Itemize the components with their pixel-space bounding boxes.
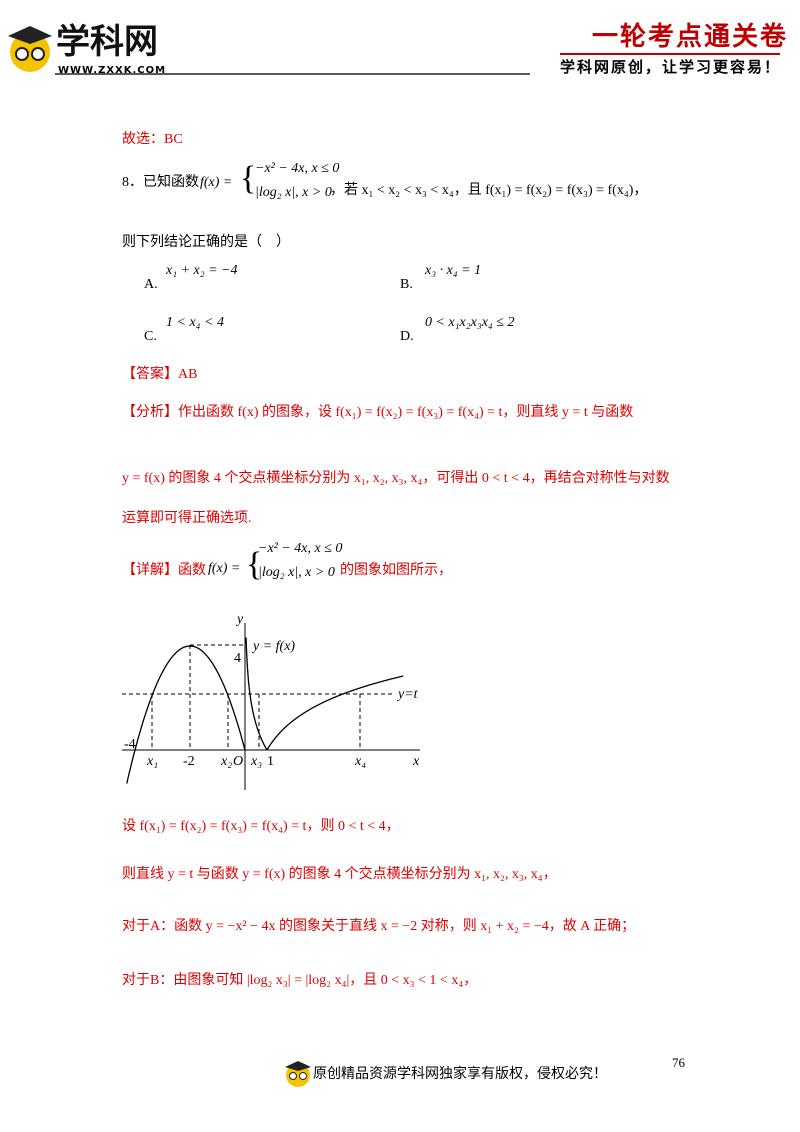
option-text: 1 < x₄ < 4 [166,315,224,330]
analysis-tag: 【分析】 [122,405,178,420]
option-text: 0 < x₁x₂x₃x₄ ≤ 2 [425,315,515,330]
page-number: 76 [672,1055,685,1070]
option-letter: A. [144,277,158,292]
detail-tag: 【详解】 [122,563,178,578]
detail-line: 对于B：由图象可知 |log₂ x₃| = |log₂ x₄|，且 0 < x₃… [122,973,478,988]
axis-label: y [235,612,244,627]
curve [126,637,404,784]
piece: |log₂ x|, x > 0 [255,185,332,200]
detail-line: 则直线 y = t 与函数 y = f(x) 的图象 4 个交点横坐标分别为 x… [122,867,557,882]
tick-label: -4 [124,737,136,752]
tick-label: x₄ [354,754,366,769]
footer-text: 原创精品资源学科网独家享有版权，侵权必究！ [313,1067,607,1082]
tick-label: 1 [267,754,274,769]
func: f(x) = [208,561,241,576]
detail-line: 设 f(x₁) = f(x₂) = f(x₃) = f(x₄) = t，则 0 … [122,819,400,834]
piece: |log₂ x|, x > 0 [258,565,335,580]
option-letter: B. [400,277,413,292]
option-text: x₃ · x₄ = 1 [425,263,482,278]
brace: { [240,160,257,197]
detail-outro: 的图象如图所示， [340,563,452,578]
detail-line: 对于A：函数 y = −x² − 4x 的图象关于直线 x = −2 对称，则 … [122,919,636,934]
func: f(x) = [200,175,233,190]
detail-intro: 函数 [178,563,206,578]
tick-label: -2 [183,754,195,769]
footer-icon [285,1061,311,1087]
brace: { [246,546,263,583]
analysis-line: y = f(x) 的图象 4 个交点横坐标分别为 x₁, x₂, x₃, x₄，… [122,471,670,486]
option-letter: D. [400,329,414,344]
logo-text: 学科网 [56,22,158,62]
function-graph: y x y = f(x) y=t 4 -4 -2 O 1 x₁ x₂ x₃ x₄ [122,612,420,790]
series-title: 一轮考点通关卷 [592,22,789,51]
tick-label: x₂ [220,754,232,769]
logo-eye [31,47,45,61]
option-letter: C. [144,329,157,344]
condition: ，若 x₁ < x₂ < x₃ < x₄，且 f(x₁) = f(x₂) = f… [330,183,648,198]
tick-label: x₁ [146,754,158,769]
answer-text: AB [178,367,198,382]
analysis-line: 作出函数 f(x) 的图象，设 f(x₁) = f(x₂) = f(x₃) = … [178,405,634,420]
piece: −x² − 4x, x ≤ 0 [258,541,343,556]
prev-answer: 故选：BC [122,132,183,147]
slogan: 学科网原创，让学习更容易！ [560,58,782,76]
logo-eye [15,47,29,61]
prompt: 则下列结论正确的是（ ） [122,235,290,250]
logo-icon [10,32,50,72]
line-label: y=t [396,687,419,702]
tick-label: O [233,754,243,769]
curve-label: y = f(x) [251,639,295,654]
analysis-line: 运算即可得正确选项. [122,511,252,526]
tick-label: x₃ [250,754,262,769]
header-art [8,26,780,75]
logo-url: WWW.ZXXK.COM [58,65,167,76]
piece: −x² − 4x, x ≤ 0 [255,161,340,176]
axis-label: x [412,754,420,769]
question-stem: 8．已知函数 [122,175,199,190]
logo-cap [8,26,52,44]
answer-tag: 【答案】 [122,367,178,382]
tick-label: 4 [234,651,241,666]
option-text: x₁ + x₂ = −4 [166,263,238,278]
